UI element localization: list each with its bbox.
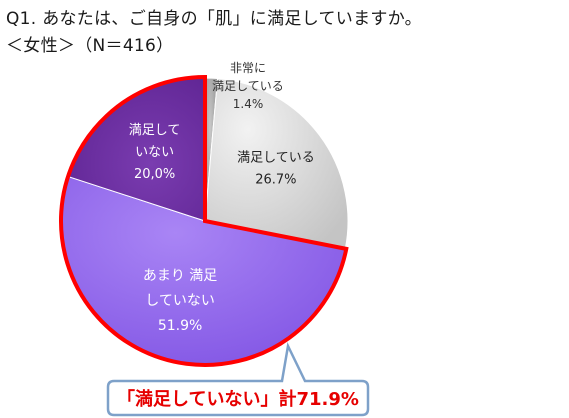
slice-label-1: 満足している 26.7% [237,150,315,187]
chart-title: Q1. あなたは、ご自身の「肌」に満足していますか。 [6,9,422,29]
callout-bubble [106,341,370,417]
pie-slice-1 [204,78,349,250]
slice-label-3: 満足していない 20,0% [129,123,181,182]
highlight-outline [59,74,349,367]
callout-text: 「満足していない」計71.9% [117,388,359,410]
slice-label-2: あまり 満足していない 51.9% [143,268,217,334]
slice-label-0: 非常に満足している 1.4% [212,61,284,111]
chart-subtitle: ＜女性＞（N＝416） [6,36,174,56]
